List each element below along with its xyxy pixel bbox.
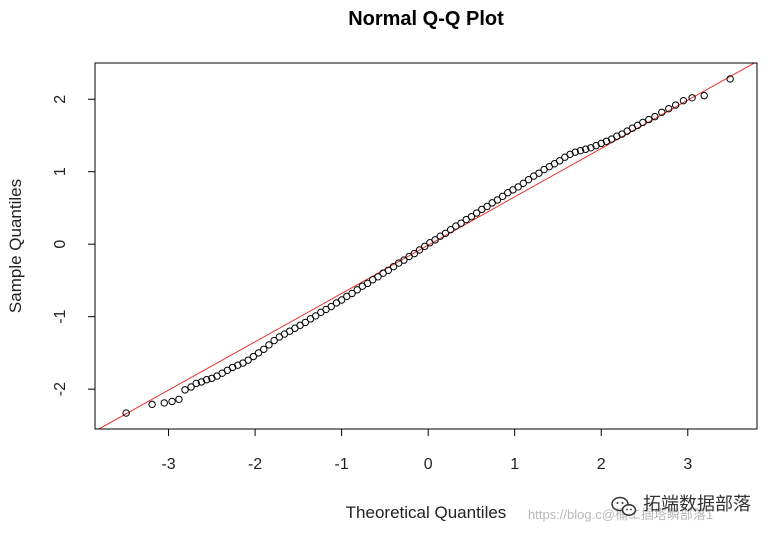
data-point: [389, 262, 398, 271]
data-point: [421, 242, 429, 251]
data-point: [415, 246, 424, 254]
data-point: [168, 397, 176, 406]
data-point: [524, 175, 533, 184]
data-point: [519, 179, 528, 188]
data-point: [348, 289, 356, 298]
data-point: [311, 312, 320, 320]
data-point: [651, 112, 659, 121]
data-point: [270, 336, 278, 345]
data-point: [148, 400, 156, 409]
data-point: [181, 386, 189, 394]
data-point: [254, 349, 263, 357]
x-tick-label: -2: [248, 456, 262, 473]
data-point: [576, 146, 585, 155]
data-point: [700, 91, 708, 100]
data-point: [431, 236, 439, 244]
data-point: [467, 212, 476, 221]
data-point: [187, 383, 195, 391]
data-point: [639, 118, 647, 127]
data-point: [679, 96, 688, 105]
data-point: [446, 225, 455, 234]
y-tick-label: -1: [52, 309, 69, 323]
data-point: [301, 318, 309, 327]
data-point: [457, 219, 465, 227]
data-point: [645, 115, 653, 124]
data-point: [249, 352, 258, 361]
x-tick-label: 1: [510, 456, 519, 473]
x-tick-label: 0: [424, 456, 433, 473]
data-point: [665, 104, 673, 113]
data-point: [192, 379, 200, 388]
data-point: [160, 399, 168, 407]
data-point: [726, 75, 734, 83]
data-point: [384, 266, 393, 274]
y-axis: -2 -1 0 1 2: [52, 95, 96, 396]
x-axis-label: Theoretical Quantiles: [346, 503, 507, 522]
data-point: [535, 169, 543, 177]
data-point: [363, 279, 372, 288]
data-point: [472, 209, 481, 217]
x-tick-label: -3: [161, 456, 175, 473]
x-tick-label: 3: [683, 456, 692, 473]
data-point: [498, 192, 507, 201]
data-point: [555, 157, 564, 165]
y-tick-label: -2: [52, 382, 69, 396]
data-point: [337, 296, 346, 304]
data-point: [175, 395, 183, 403]
data-point: [688, 94, 696, 102]
y-tick-label: 2: [52, 95, 69, 104]
y-tick-label: 1: [52, 167, 69, 176]
data-points: [122, 75, 734, 417]
data-point: [441, 229, 450, 238]
data-point: [374, 273, 382, 281]
watermark-text: 拓端数据部落: [643, 494, 751, 515]
data-point: [327, 302, 335, 311]
data-point: [260, 345, 268, 353]
watermark-url: https://blog.c@桶エ掴塔瞬部落1: [528, 507, 713, 522]
x-tick-label: 2: [597, 456, 606, 473]
data-point: [244, 356, 252, 364]
data-point: [671, 101, 680, 109]
wechat-icon: [611, 496, 637, 516]
plot-area: [94, 62, 758, 430]
watermark: https://blog.c@桶エ掴塔瞬部落1 拓端数据部落: [528, 494, 751, 522]
data-point: [202, 376, 211, 384]
x-axis: -3 -2 -1 0 1 2 3: [161, 428, 692, 473]
data-point: [400, 256, 408, 264]
data-point: [571, 148, 579, 156]
data-point: [410, 249, 419, 258]
y-tick-label: 0: [52, 240, 69, 249]
data-point: [514, 183, 522, 191]
y-axis-label: Sample Quantiles: [6, 179, 25, 313]
chart-title: Normal Q-Q Plot: [348, 8, 504, 30]
data-point: [265, 341, 273, 349]
data-point: [658, 108, 666, 116]
data-point: [122, 409, 130, 417]
data-point: [483, 202, 491, 211]
x-tick-label: -1: [335, 456, 349, 473]
data-point: [493, 196, 502, 204]
data-point: [353, 286, 361, 294]
reference-line: [97, 63, 756, 429]
data-point: [581, 145, 590, 153]
